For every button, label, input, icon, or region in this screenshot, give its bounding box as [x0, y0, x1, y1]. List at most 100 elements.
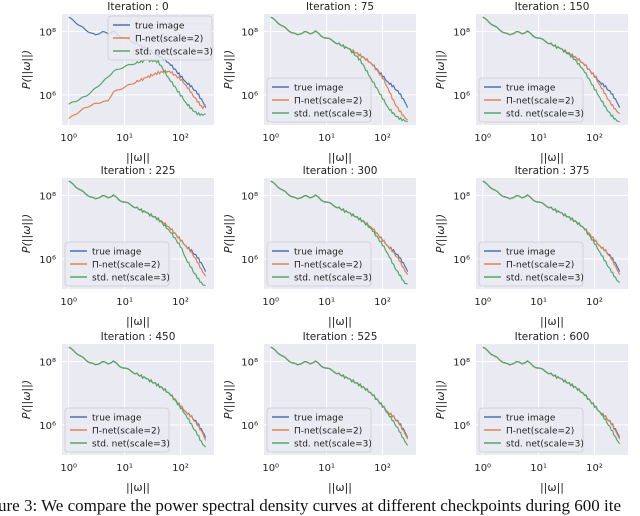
x-tick-label: 10² — [172, 297, 189, 308]
legend-label-true: true image — [294, 414, 344, 424]
x-axis-label: ||ω|| — [328, 315, 352, 328]
x-tick-label: 10¹ — [318, 133, 335, 144]
subplot-title: Iteration : 525 — [303, 331, 378, 343]
y-tick-label: 10⁸ — [39, 191, 56, 202]
y-tick-label: 10⁸ — [241, 191, 258, 202]
legend: true image Π-net(scale=2) std. net(scale=3… — [478, 407, 584, 453]
legend-label-std: std. net(scale=3) — [92, 274, 170, 284]
x-tick-label: 10⁰ — [60, 133, 77, 144]
x-tick-label: 10¹ — [116, 463, 133, 474]
subplot-2: 10⁰ 10¹ 10² 10⁶ 10⁸ Iteration : 150 ||ω|| P(||ω… — [434, 1, 628, 164]
series-line-std — [68, 58, 206, 117]
subplot-title: Iteration : 75 — [306, 1, 374, 13]
x-tick-label: 10⁰ — [474, 297, 491, 308]
legend-box — [478, 407, 584, 453]
legend: true image Π-net(scale=2) std. net(scale=3… — [478, 77, 584, 123]
legend: true image Π-net(scale=2) std. net(scale=3… — [478, 241, 584, 287]
series-line-std — [68, 346, 207, 448]
x-tick-label: 10⁰ — [474, 133, 491, 144]
x-tick-label: 10² — [586, 133, 603, 144]
y-tick-label: 10⁸ — [241, 357, 258, 368]
legend-box — [266, 407, 372, 453]
x-tick-label: 10⁰ — [262, 133, 279, 144]
y-tick-label: 10⁶ — [241, 421, 258, 432]
subplot-title: Iteration : 600 — [515, 331, 590, 343]
x-tick-label: 10² — [172, 463, 189, 474]
y-axis-label: P(||ω||) — [20, 214, 33, 253]
x-tick-label: 10² — [586, 297, 603, 308]
subplot-3: 10⁰ 10¹ 10² 10⁶ 10⁸ Iteration : 225 ||ω|| P(||ω… — [20, 165, 214, 328]
y-tick-label: 10⁸ — [453, 27, 470, 38]
legend-label-true: true image — [135, 22, 185, 32]
legend-label-true: true image — [294, 84, 344, 94]
legend-label-pinet: Π-net(scale=2) — [506, 97, 574, 107]
y-tick-label: 10⁸ — [453, 191, 470, 202]
legend-label-pinet: Π-net(scale=2) — [294, 427, 362, 437]
legend-box — [64, 241, 170, 287]
legend-label-std: std. net(scale=3) — [506, 110, 584, 120]
subplot-5: 10⁰ 10¹ 10² 10⁶ 10⁸ Iteration : 375 ||ω|| P(||ω… — [434, 165, 628, 328]
x-tick-label: 10² — [586, 463, 603, 474]
y-axis-label: P(||ω||) — [20, 380, 33, 419]
figure-caption: ure 3: We compare the power spectral den… — [0, 496, 622, 515]
legend: true image Π-net(scale=2) std. net(scale=3… — [64, 241, 170, 287]
y-tick-label: 10⁶ — [241, 91, 258, 102]
legend-box — [266, 241, 372, 287]
x-tick-label: 10⁰ — [474, 463, 491, 474]
y-tick-label: 10⁶ — [39, 255, 56, 266]
subplot-0: 10⁰ 10¹ 10² 10⁶ 10⁸ Iteration : 0 ||ω|| P(||ω||… — [20, 1, 214, 164]
legend: true image Π-net(scale=2) std. net(scale=3… — [266, 77, 372, 123]
x-tick-label: 10¹ — [530, 297, 547, 308]
subplot-1: 10⁰ 10¹ 10² 10⁶ 10⁸ Iteration : 75 ||ω|| P(||ω|… — [222, 1, 416, 164]
x-tick-label: 10¹ — [530, 463, 547, 474]
x-tick-label: 10¹ — [318, 297, 335, 308]
legend-label-pinet: Π-net(scale=2) — [506, 427, 574, 437]
y-tick-label: 10⁶ — [453, 421, 470, 432]
series-line-pinet — [68, 69, 207, 120]
x-tick-label: 10¹ — [116, 133, 133, 144]
x-axis-label: ||ω|| — [540, 151, 564, 164]
series-line-std — [270, 16, 408, 123]
series-line-std — [482, 180, 621, 284]
x-tick-label: 10⁰ — [60, 463, 77, 474]
subplot-title: Iteration : 225 — [101, 165, 176, 177]
x-axis-label: ||ω|| — [126, 151, 150, 164]
subplot-4: 10⁰ 10¹ 10² 10⁶ 10⁸ Iteration : 300 ||ω|| P(||ω… — [222, 165, 416, 328]
x-tick-label: 10¹ — [318, 463, 335, 474]
series-line-std — [270, 346, 409, 446]
legend-label-pinet: Π-net(scale=2) — [92, 427, 160, 437]
x-tick-label: 10⁰ — [262, 463, 279, 474]
legend-label-pinet: Π-net(scale=2) — [506, 261, 574, 271]
legend-box — [478, 241, 584, 287]
legend-label-true: true image — [92, 248, 142, 258]
x-axis-label: ||ω|| — [328, 151, 352, 164]
legend-label-true: true image — [92, 414, 142, 424]
y-axis-label: P(||ω||) — [222, 380, 235, 419]
y-axis-label: P(||ω||) — [20, 50, 33, 89]
series-line-std — [270, 180, 408, 285]
legend-label-std: std. net(scale=3) — [92, 440, 170, 450]
y-tick-label: 10⁶ — [241, 255, 258, 266]
legend-label-pinet: Π-net(scale=2) — [92, 261, 160, 271]
y-tick-label: 10⁶ — [39, 421, 56, 432]
legend-box — [266, 77, 372, 123]
legend: true image Π-net(scale=2) std. net(scale=3… — [266, 407, 372, 453]
x-axis-label: ||ω|| — [328, 481, 352, 494]
legend-label-true: true image — [506, 248, 556, 258]
legend-label-std: std. net(scale=3) — [294, 274, 372, 284]
y-axis-label: P(||ω||) — [434, 50, 447, 89]
x-tick-label: 10¹ — [116, 297, 133, 308]
x-tick-label: 10⁰ — [60, 297, 77, 308]
x-tick-label: 10² — [374, 297, 391, 308]
subplot-title: Iteration : 0 — [107, 1, 168, 13]
legend-box — [478, 77, 584, 123]
y-axis-label: P(||ω||) — [222, 214, 235, 253]
legend: true image Π-net(scale=2) std. net(scale=3… — [266, 241, 372, 287]
series-line-std — [68, 180, 206, 287]
subplot-title: Iteration : 375 — [515, 165, 590, 177]
legend-label-true: true image — [294, 248, 344, 258]
legend: true image Π-net(scale=2) std. net(scale=3… — [107, 15, 213, 61]
series-line-std — [482, 16, 620, 123]
y-axis-label: P(||ω||) — [434, 214, 447, 253]
